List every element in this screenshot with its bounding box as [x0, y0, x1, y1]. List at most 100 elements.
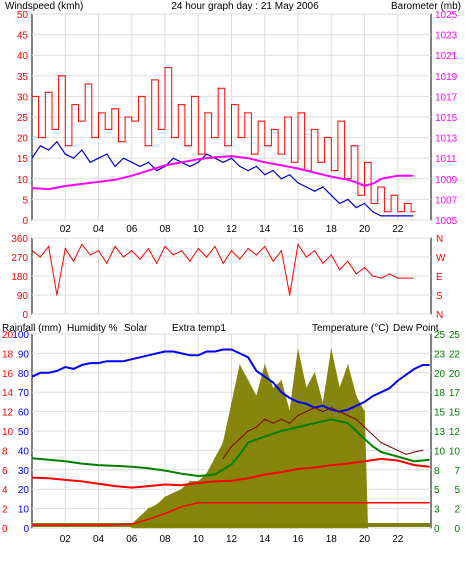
humidity-series-line-point [164, 350, 166, 353]
humidity-series-line-point [122, 360, 124, 362]
solar-point [222, 442, 224, 444]
dew-point-tick-label: 20 [449, 369, 461, 380]
temperature-series-line-point [64, 460, 66, 462]
windspeed-point [211, 137, 213, 139]
barometer-series-line-point [114, 179, 116, 181]
marks-layer [31, 67, 430, 529]
wind-direction-series-line-point [48, 245, 50, 247]
extra-temp-series-line-point [289, 422, 291, 424]
windspeed-point [270, 128, 272, 130]
dew-point-tick-label: 25 [449, 330, 461, 341]
baro-tick-label: 1013 [435, 134, 458, 145]
humidity-axis-label: Humidity % [67, 323, 118, 334]
temperature-series-line-point [355, 430, 357, 432]
windspeed-point [370, 202, 372, 205]
barometer-series-line-point [164, 164, 166, 166]
windspeed-point [91, 137, 93, 139]
rainfall-series-line-point [64, 524, 66, 526]
rainfall-series-line-point [363, 502, 366, 504]
chart-title: 24 hour graph day : 21 May 2006 [171, 1, 319, 12]
rainfall-series-line-point [181, 506, 183, 508]
dew-point-tick-label: 5 [454, 485, 460, 496]
temperature-axis-label: Temperature (°C) [312, 323, 389, 334]
average-wind-series-line-point [339, 202, 341, 205]
humidity-series-line-point [81, 364, 83, 366]
wind-tick-label: 5 [22, 195, 28, 206]
windspeed-point [44, 91, 46, 93]
windspeed-point [330, 170, 332, 172]
average-wind-series-line-point [412, 215, 414, 217]
wind-direction-series-line-point [39, 256, 41, 258]
windspeed-point [58, 75, 60, 77]
wind-direction-series-line-point [156, 262, 158, 264]
average-wind-series-line-point [139, 165, 141, 167]
wind-direction-series-line-point [172, 254, 174, 256]
dew-point-tick-label: 0 [454, 524, 460, 535]
average-wind-series-line-point [189, 165, 191, 167]
humidity-tick-label: 60 [18, 408, 30, 419]
rain-tick-label: 14 [2, 388, 14, 399]
barometer-series-line-point [397, 175, 399, 177]
baro-tick-label: 1019 [435, 72, 458, 83]
wind-direction-series-line-point [347, 260, 349, 262]
windspeed-point [111, 108, 113, 110]
windspeed-point [97, 112, 100, 114]
average-wind-series-line-point [355, 207, 357, 209]
temperature-series-line-point [397, 456, 399, 458]
humidity-series-line-point [280, 391, 282, 393]
direction-compass-label: E [436, 272, 443, 283]
wind-direction-series-line-point [197, 248, 199, 250]
wind-direction-series-line-point [89, 254, 91, 256]
temperature-series-line-point [347, 422, 349, 424]
baro-tick-label: 1017 [435, 92, 458, 103]
temperature-series-line-point [264, 435, 266, 437]
wind-direction-series-line-point [222, 262, 224, 264]
solar-point [197, 480, 199, 482]
wind-tick-label: 30 [17, 92, 29, 103]
windspeed-series-line [32, 67, 416, 213]
x-tick-label-main: 10 [193, 534, 205, 545]
rainfall-series-line-point [214, 502, 216, 504]
windspeed-point [137, 95, 139, 97]
x-tick-label-main: 12 [226, 534, 238, 545]
humidity-series-line-point [264, 376, 266, 378]
humidity-series-line-point [330, 409, 332, 411]
baro-axis-label: Barometer (mb) [391, 1, 461, 12]
wind-direction-series-line-point [181, 250, 183, 252]
wind-direction-series-line-point [412, 277, 414, 279]
x-tick-label-wind: 02 [60, 224, 72, 235]
barometer-series-line-point [230, 155, 233, 157]
windspeed-point [191, 95, 193, 97]
windspeed-point [71, 104, 73, 106]
windspeed-point [84, 83, 86, 85]
humidity-series-line-point [428, 364, 430, 366]
humidity-series-line-point [272, 381, 274, 384]
humidity-series-line-point [239, 352, 241, 354]
extra-temp-series-line-point [380, 442, 382, 444]
windspeed-point [64, 145, 66, 147]
x-tick-label-main: 20 [359, 534, 371, 545]
windspeed-point [357, 194, 359, 196]
barometer-series-line-point [380, 178, 382, 180]
solar-point [347, 364, 349, 366]
average-wind-series-line-point [64, 153, 66, 155]
x-tick-label-wind: 16 [292, 224, 304, 235]
average-wind-series-line-point [255, 165, 257, 167]
dew-point-tick-label: 2 [454, 505, 460, 516]
humidity-tick-label: 90 [18, 349, 30, 360]
dew-point-series-line-point [31, 477, 33, 479]
wind-tick-label: 25 [17, 113, 29, 124]
temperature-series-line-point [239, 453, 241, 455]
rainfall-series-line-point [131, 523, 133, 525]
windspeed-point [104, 128, 106, 130]
wind-direction-series-line-point [272, 260, 274, 262]
windspeed-point [124, 116, 126, 118]
average-wind-series-line-point [97, 157, 100, 159]
solar-point [139, 515, 141, 518]
temperature-series-line-point [372, 445, 374, 448]
rain-tick-label: 8 [2, 446, 8, 457]
rain-tick-label: 18 [2, 349, 14, 360]
wind-direction-series-line-point [97, 250, 100, 252]
x-tick-label-wind: 22 [392, 224, 404, 235]
wind-axis-label: Windspeed (kmh) [5, 1, 83, 12]
